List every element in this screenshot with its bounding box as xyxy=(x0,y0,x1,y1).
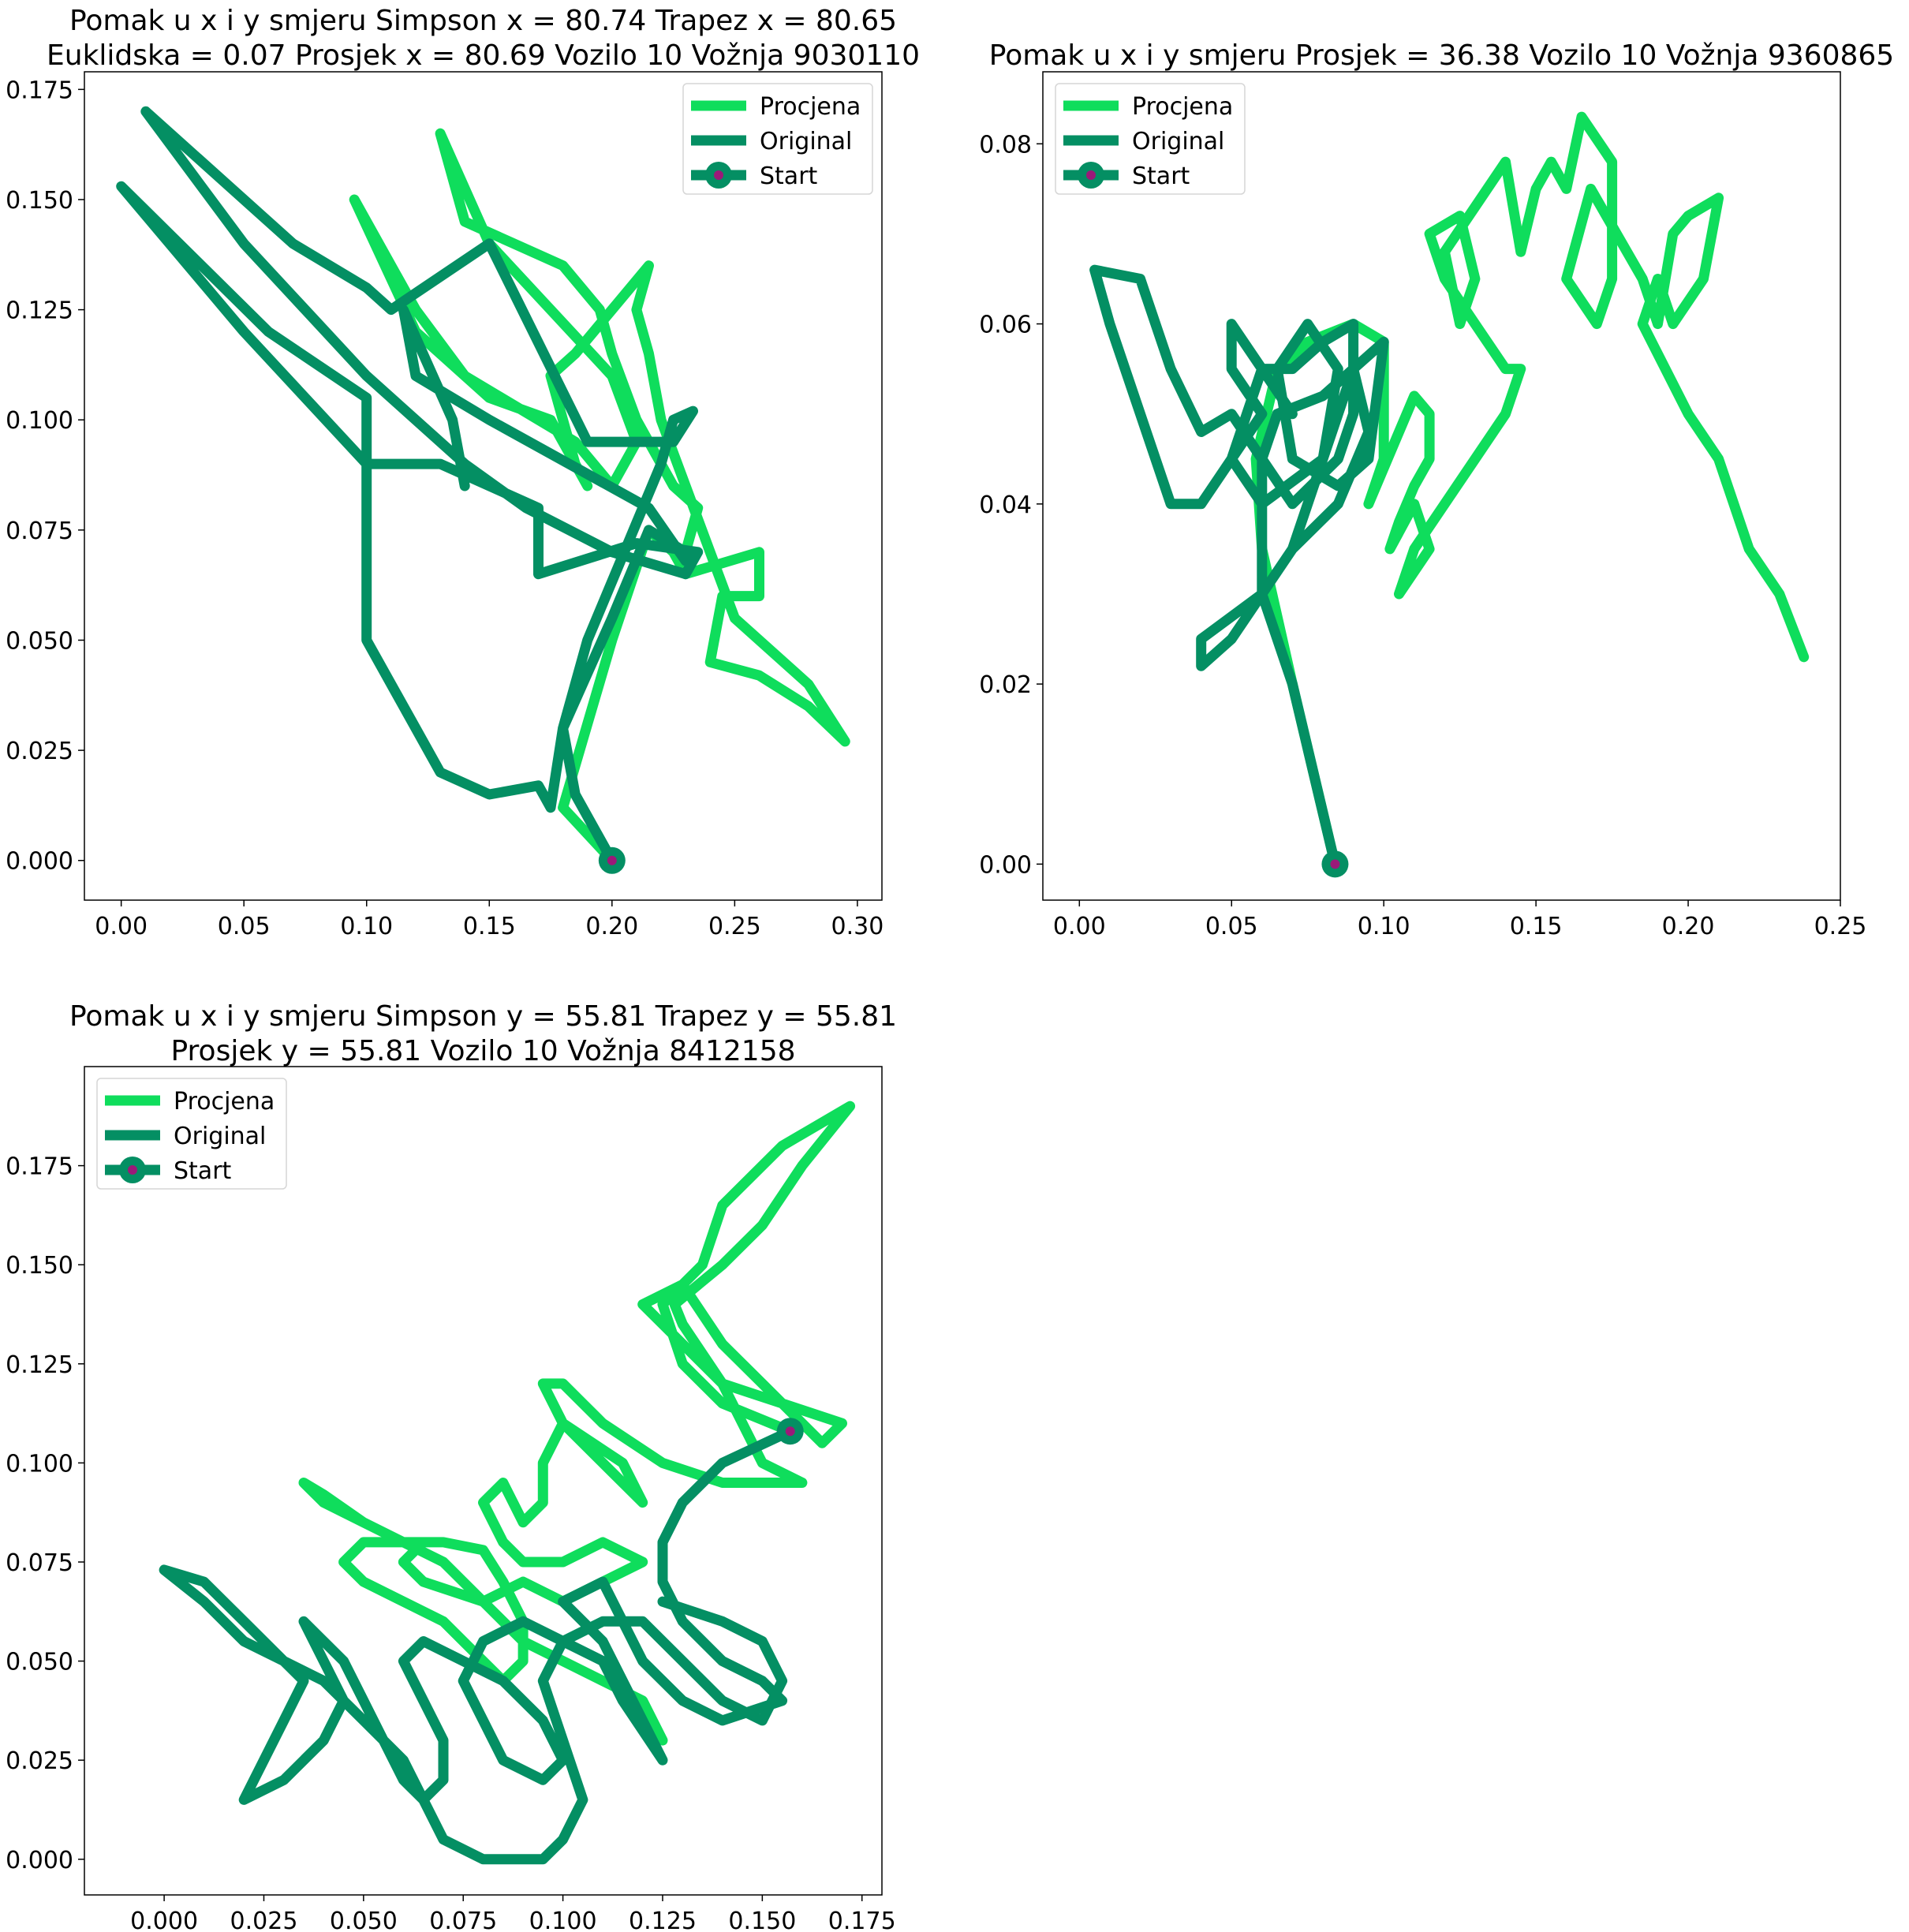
series-group xyxy=(1089,111,1810,869)
y-tick-label: 0.08 xyxy=(979,131,1032,159)
x-tick-label: 0.05 xyxy=(1205,913,1258,940)
y-tick-label: 0.150 xyxy=(6,1252,73,1280)
y-tick-label: 0.175 xyxy=(6,1153,73,1181)
start-marker-dot xyxy=(785,1426,795,1437)
x-tick-label: 0.075 xyxy=(429,1908,497,1932)
series-line-original xyxy=(159,1426,796,1865)
legend-label-procjena: Procjena xyxy=(174,1088,275,1115)
y-tick-label: 0.050 xyxy=(6,627,73,655)
series-line-procjena xyxy=(298,1101,856,1746)
chart-2: Pomak u x i y smjeru Prosjek = 36.38 Voz… xyxy=(979,39,1894,940)
legend-box xyxy=(682,83,873,195)
y-tick-label: 0.150 xyxy=(6,187,73,215)
start-marker-dot xyxy=(1330,859,1340,869)
axes-frame xyxy=(1042,71,1841,901)
x-tick-label: 0.10 xyxy=(1358,913,1410,940)
legend-start-dot xyxy=(1086,170,1096,180)
x-tick-label: 0.025 xyxy=(230,1908,298,1932)
x-tick-label: 0.25 xyxy=(708,913,761,940)
axes-frame xyxy=(84,71,883,901)
x-tick-label: 0.050 xyxy=(330,1908,398,1932)
chart-title-line: Pomak u x i y smjeru Simpson y = 55.81 T… xyxy=(69,1000,897,1033)
legend-label-start: Start xyxy=(760,163,818,190)
legend-label-procjena: Procjena xyxy=(760,93,861,121)
legend-start-dot xyxy=(128,1165,137,1175)
y-tick-label: 0.000 xyxy=(6,1847,73,1874)
legend-label-original: Original xyxy=(174,1123,266,1150)
x-tick-label: 0.00 xyxy=(1053,913,1106,940)
x-tick-label: 0.100 xyxy=(529,1908,597,1932)
y-tick-label: 0.100 xyxy=(6,1450,73,1478)
x-tick-label: 0.125 xyxy=(629,1908,697,1932)
x-tick-label: 0.20 xyxy=(585,913,638,940)
x-tick-label: 0.05 xyxy=(218,913,271,940)
x-tick-label: 0.150 xyxy=(728,1908,796,1932)
x-tick-label: 0.15 xyxy=(1510,913,1563,940)
legend-label-start: Start xyxy=(174,1157,232,1185)
chart-title-line: Pomak u x i y smjeru Simpson x = 80.74 T… xyxy=(69,5,897,37)
x-tick-label: 0.15 xyxy=(463,913,516,940)
start-marker-dot xyxy=(607,855,617,865)
series-group xyxy=(116,106,850,866)
series-line-procjena xyxy=(1250,111,1810,869)
legend-label-original: Original xyxy=(1132,128,1224,155)
y-tick-label: 0.025 xyxy=(6,1747,73,1775)
legend-box xyxy=(1055,83,1246,195)
x-tick-label: 0.00 xyxy=(95,913,148,940)
series-line-original xyxy=(1089,264,1389,869)
y-tick-label: 0.06 xyxy=(979,312,1032,339)
x-tick-label: 0.20 xyxy=(1662,913,1715,940)
y-tick-label: 0.000 xyxy=(6,848,73,876)
legend-label-start: Start xyxy=(1132,163,1190,190)
y-tick-label: 0.050 xyxy=(6,1649,73,1676)
y-tick-label: 0.00 xyxy=(979,851,1032,879)
legend-box xyxy=(96,1078,287,1190)
legend-start-dot xyxy=(714,170,723,180)
x-tick-label: 0.175 xyxy=(828,1908,896,1932)
chart-title-line: Pomak u x i y smjeru Prosjek = 36.38 Voz… xyxy=(989,39,1894,72)
y-tick-label: 0.02 xyxy=(979,671,1032,699)
legend-label-original: Original xyxy=(760,128,852,155)
chart-1: Pomak u x i y smjeru Simpson x = 80.74 T… xyxy=(6,5,920,940)
x-tick-label: 0.25 xyxy=(1814,913,1867,940)
chart-title-line: Euklidska = 0.07 Prosjek x = 80.69 Vozil… xyxy=(47,39,920,72)
y-tick-label: 0.025 xyxy=(6,738,73,765)
y-tick-label: 0.075 xyxy=(6,518,73,545)
x-tick-label: 0.000 xyxy=(130,1908,198,1932)
axes-frame xyxy=(84,1066,883,1896)
y-tick-label: 0.175 xyxy=(6,77,73,104)
y-tick-label: 0.125 xyxy=(6,1351,73,1379)
series-group xyxy=(159,1101,856,1865)
y-tick-label: 0.04 xyxy=(979,491,1032,519)
x-tick-label: 0.30 xyxy=(831,913,884,940)
y-tick-label: 0.075 xyxy=(6,1549,73,1577)
y-tick-label: 0.100 xyxy=(6,407,73,435)
chart-title-line: Prosjek y = 55.81 Vozilo 10 Vožnja 84121… xyxy=(170,1035,795,1067)
x-tick-label: 0.10 xyxy=(340,913,393,940)
series-line-original xyxy=(116,106,704,866)
chart-3: Pomak u x i y smjeru Simpson y = 55.81 T… xyxy=(6,1000,897,1932)
y-tick-label: 0.125 xyxy=(6,297,73,325)
legend-label-procjena: Procjena xyxy=(1132,93,1233,121)
